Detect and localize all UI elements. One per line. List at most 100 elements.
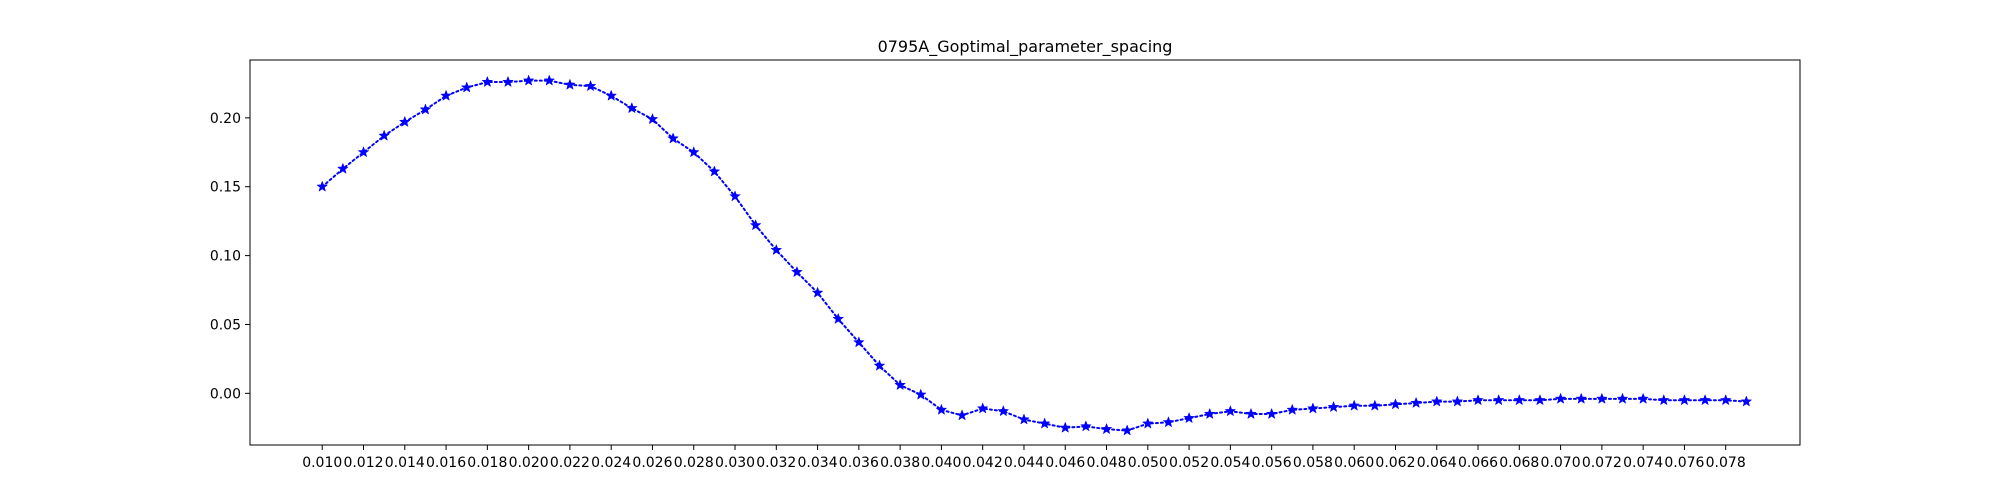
- data-point-marker: [770, 243, 783, 256]
- axes-frame: [249, 59, 1801, 446]
- data-point-marker: [935, 403, 948, 415]
- x-tick-label: 0.032: [756, 455, 796, 471]
- data-point-marker: [1059, 421, 1072, 433]
- data-point-marker: [811, 286, 824, 298]
- data-point-marker: [1430, 395, 1443, 407]
- y-tick-label: 0.20: [210, 111, 241, 127]
- x-tick-label: 0.066: [1458, 455, 1498, 471]
- data-point-marker: [460, 81, 473, 93]
- x-tick-label: 0.072: [1582, 455, 1622, 471]
- data-point-marker: [563, 78, 576, 90]
- data-point-marker: [1472, 394, 1484, 406]
- data-point-marker: [1368, 399, 1381, 411]
- data-point-marker: [1327, 400, 1340, 413]
- data-point-marker: [1699, 394, 1711, 406]
- series-line: [321, 79, 1748, 432]
- x-tick-label: 0.016: [426, 455, 466, 471]
- data-point-marker: [1513, 394, 1526, 406]
- data-point-marker: [1141, 417, 1154, 429]
- data-point-marker: [584, 79, 597, 92]
- x-tick-label: 0.034: [798, 455, 838, 471]
- x-tick-label: 0.042: [963, 455, 1003, 471]
- data-point-marker: [398, 115, 411, 128]
- data-point-marker: [1575, 392, 1588, 404]
- x-tick-label: 0.054: [1210, 455, 1250, 471]
- data-point-marker: [1348, 399, 1361, 411]
- data-point-marker: [1410, 396, 1423, 409]
- data-point-marker: [832, 312, 845, 324]
- data-point-marker: [1554, 392, 1567, 404]
- x-tick-label: 0.040: [921, 455, 961, 471]
- data-point-marker: [1203, 407, 1216, 420]
- x-tick-label: 0.030: [715, 455, 755, 471]
- x-tick-label: 0.048: [1086, 455, 1126, 471]
- x-axis: 0.010 0.012 0.014 0.016 0.018 0.020 0.022 0.024…: [302, 445, 1746, 471]
- data-point-marker: [1637, 392, 1650, 404]
- data-point-marker: [1265, 407, 1278, 420]
- data-point-marker: [749, 219, 762, 231]
- data-point-marker: [976, 402, 989, 414]
- plot-area: [316, 74, 1753, 436]
- data-point-marker: [543, 74, 556, 86]
- data-point-marker: [419, 103, 432, 115]
- data-point-marker: [873, 359, 886, 371]
- data-point-marker: [1162, 416, 1175, 428]
- data-point-marker: [378, 129, 391, 141]
- data-point-marker: [1451, 395, 1464, 407]
- data-point-marker: [894, 378, 907, 391]
- x-tick-label: 0.058: [1293, 455, 1333, 471]
- data-point-marker: [481, 75, 494, 88]
- data-point-marker: [1286, 403, 1299, 415]
- y-tick-label: 0.05: [210, 317, 241, 333]
- data-point-marker: [1018, 413, 1030, 425]
- x-tick-label: 0.074: [1623, 455, 1663, 471]
- data-point-marker: [1616, 392, 1629, 404]
- y-tick-label: 0.00: [210, 386, 241, 402]
- data-point-marker: [708, 165, 721, 177]
- data-point-marker: [440, 89, 452, 101]
- x-tick-label: 0.036: [839, 455, 879, 471]
- data-point-marker: [1595, 392, 1608, 404]
- data-point-marker: [1100, 422, 1113, 435]
- x-tick-label: 0.078: [1706, 455, 1746, 471]
- data-point-marker: [1657, 394, 1670, 406]
- x-tick-label: 0.022: [550, 455, 590, 471]
- data-point-marker: [791, 265, 803, 278]
- data-point-marker: [1245, 407, 1257, 420]
- data-point-marker: [1389, 398, 1402, 410]
- data-point-marker: [914, 388, 927, 400]
- x-tick-label: 0.046: [1045, 455, 1085, 471]
- data-point-marker: [1492, 394, 1505, 406]
- data-point-marker: [1307, 402, 1319, 414]
- data-point-marker: [1183, 411, 1195, 424]
- data-point-marker: [1121, 424, 1134, 436]
- y-axis: 0.00 0.05 0.10 0.15 0.20: [210, 111, 250, 402]
- data-point-marker: [1224, 405, 1237, 417]
- x-tick-label: 0.018: [467, 455, 507, 471]
- x-tick-label: 0.012: [343, 455, 383, 471]
- data-point-marker: [646, 113, 659, 125]
- x-tick-label: 0.060: [1334, 455, 1374, 471]
- data-point-marker: [357, 146, 370, 158]
- x-tick-label: 0.064: [1417, 455, 1457, 471]
- data-point-marker: [502, 75, 514, 88]
- data-point-marker: [625, 101, 638, 114]
- data-point-marker: [605, 89, 618, 101]
- x-tick-label: 0.020: [509, 455, 549, 471]
- x-tick-label: 0.014: [385, 455, 425, 471]
- y-tick-label: 0.15: [210, 180, 241, 196]
- chart-title: 0795A_Goptimal_parameter_spacing: [878, 37, 1173, 57]
- x-tick-label: 0.068: [1499, 455, 1539, 471]
- data-point-marker: [316, 180, 329, 192]
- x-tick-label: 0.062: [1375, 455, 1415, 471]
- x-tick-label: 0.052: [1169, 455, 1209, 471]
- data-point-marker: [522, 74, 535, 86]
- x-tick-label: 0.070: [1541, 455, 1581, 471]
- data-point-marker: [336, 162, 349, 174]
- x-tick-label: 0.028: [674, 455, 714, 471]
- x-tick-label: 0.010: [302, 455, 342, 471]
- x-tick-label: 0.050: [1128, 455, 1168, 471]
- data-point-marker: [997, 405, 1010, 417]
